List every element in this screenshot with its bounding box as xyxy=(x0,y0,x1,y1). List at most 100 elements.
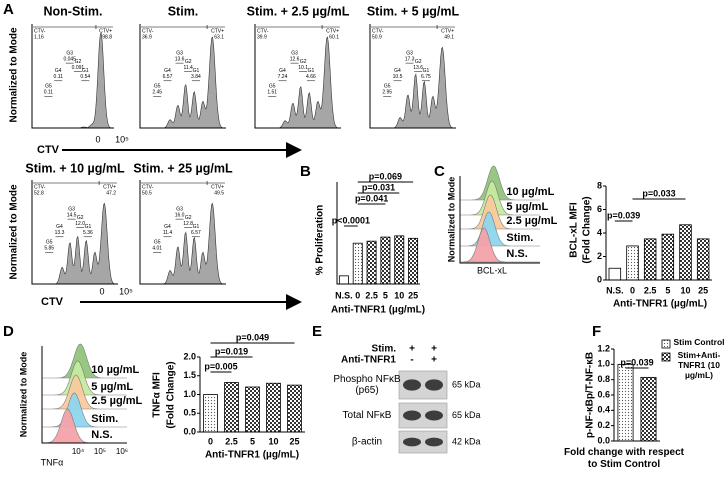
gate-label: G1 xyxy=(193,224,200,230)
ctv-neg-value: 50.5 xyxy=(142,190,152,196)
gate-value: 0.54 xyxy=(80,74,90,80)
gate-label: G4 xyxy=(394,68,401,74)
gate-label: G4 xyxy=(279,68,286,74)
ctv-pos-value: 49.5 xyxy=(214,190,224,196)
gate-value: 0.045 xyxy=(63,56,76,62)
y-axis-label: Normalized to Mode xyxy=(446,177,456,263)
p-value: p=0.069 xyxy=(369,171,402,181)
histogram-title: Stim. xyxy=(168,4,199,18)
x-tick-label: 10⁵ xyxy=(115,134,129,144)
gate-value: 3.84 xyxy=(191,74,201,80)
p-value: p<0.0001 xyxy=(332,215,370,225)
ctv-pos-value: 60.1 xyxy=(329,34,339,40)
gate-label: G4 xyxy=(55,68,62,74)
x-axis-label: Anti-TNFR1 (µg/mL) xyxy=(205,450,299,461)
gate-value: 13.3 xyxy=(55,230,65,236)
ctv-neg-label: CTV- xyxy=(142,184,154,190)
x-tick-label: 25 xyxy=(698,285,708,295)
gate-value: 11.4 xyxy=(183,65,193,71)
y-axis-label: (Fold Change) xyxy=(166,361,177,428)
x-axis-label: CTV xyxy=(41,296,64,308)
bar xyxy=(394,235,405,285)
gate-label: G3 xyxy=(176,50,183,56)
gate-value: 10.1 xyxy=(298,65,308,71)
x-axis-label: Anti-TNFR1 (µg/mL) xyxy=(331,305,425,316)
ctv-pos-value: 63.1 xyxy=(214,34,224,40)
ridge-axes xyxy=(41,346,127,444)
x-tick-label: 0 xyxy=(355,290,360,300)
x-tick-label: 5 xyxy=(665,285,670,295)
gate-value: 6.57 xyxy=(163,74,173,80)
blot-label: β-actin xyxy=(352,437,382,448)
y-axis-label: Normalized to Mode xyxy=(9,27,20,122)
gate-value: 13.6 xyxy=(413,65,423,71)
y-axis-label: BCL-xL MFI xyxy=(569,202,580,258)
gate-value: 14.5 xyxy=(67,212,77,218)
gate-label: G2 xyxy=(415,59,422,65)
ctv-neg-value: 50.9 xyxy=(372,34,382,40)
gate-label: G5 xyxy=(154,240,161,246)
x-tick-label: 0 xyxy=(99,286,104,296)
treatment-label: Anti-TNFR1 xyxy=(341,355,396,366)
y-tick-label: 4 xyxy=(597,227,602,237)
panel-letter: B xyxy=(300,163,311,180)
p-value: p=0.031 xyxy=(362,182,395,192)
gate-label: G1 xyxy=(82,68,89,74)
bar xyxy=(224,382,239,433)
gate-label: G2 xyxy=(75,59,82,65)
ridge-label: 10 µg/mL xyxy=(91,364,139,376)
gate-label: G3 xyxy=(176,206,183,212)
ridge-curve xyxy=(460,180,540,216)
y-axis-label: Normalized to Mode xyxy=(18,352,28,438)
ridge-axes xyxy=(459,176,540,264)
ctv-neg-value: 36.9 xyxy=(142,34,152,40)
p-value: p=0.041 xyxy=(355,193,388,203)
gate-value: 12.8 xyxy=(183,221,193,227)
gate-value: 2.45 xyxy=(152,90,162,96)
ctv-neg-label: CTV- xyxy=(142,28,154,34)
gate-value: 0.11 xyxy=(44,90,54,96)
ridge-curve xyxy=(42,392,127,428)
histogram-curve xyxy=(32,32,114,129)
histogram-title: Stim. + 25 µg/mL xyxy=(133,161,233,175)
gate-label: G4 xyxy=(164,224,171,230)
gate-label: G2 xyxy=(185,59,192,65)
gate-value: 10.5 xyxy=(393,74,403,80)
histogram-axes xyxy=(369,24,456,129)
y-axis-label: TNFα MFI xyxy=(152,372,163,418)
p-value: p=0.019 xyxy=(215,346,248,356)
ridge-curve xyxy=(42,360,127,396)
legend-label: Stim+Anti-TNFR1 (10 µg/mL) xyxy=(677,350,721,380)
histogram-axes xyxy=(139,24,226,129)
gate-value: 0.11 xyxy=(54,74,64,80)
gate-label: G2 xyxy=(185,215,192,221)
p-value: p=0.033 xyxy=(642,188,675,198)
gate-label: G1 xyxy=(85,224,92,230)
gate-value: 6.75 xyxy=(421,74,431,80)
panel-letter: C xyxy=(434,163,445,180)
p-value: p=0.049 xyxy=(236,332,269,342)
gate-value: 0.091 xyxy=(72,65,85,71)
x-tick-label: 0 xyxy=(95,134,100,144)
y-tick-label: 0.5 xyxy=(183,408,196,418)
x-tick-label: 5 xyxy=(383,290,388,300)
legend-swatch xyxy=(661,339,671,349)
ctv-pos-label: CTV+ xyxy=(99,28,112,34)
blot-band xyxy=(425,437,443,447)
histogram-title: Stim. + 2.5 µg/mL xyxy=(247,4,350,18)
gate-value: 13.6 xyxy=(175,56,185,62)
legend-swatch xyxy=(661,352,671,362)
bar xyxy=(696,238,710,281)
x-tick-label: 0 xyxy=(630,285,635,295)
bar xyxy=(366,240,377,285)
bar xyxy=(626,245,639,281)
histogram-axes xyxy=(139,180,226,285)
y-axis-label: Normalized to Mode xyxy=(9,184,20,279)
gate-value: 16.0 xyxy=(175,212,185,218)
gate-value: 1.51 xyxy=(267,90,277,96)
blot-size: 65 kDa xyxy=(452,379,481,389)
ctv-neg-label: CTV- xyxy=(257,28,269,34)
x-tick-label: 10⁶ xyxy=(116,447,128,456)
